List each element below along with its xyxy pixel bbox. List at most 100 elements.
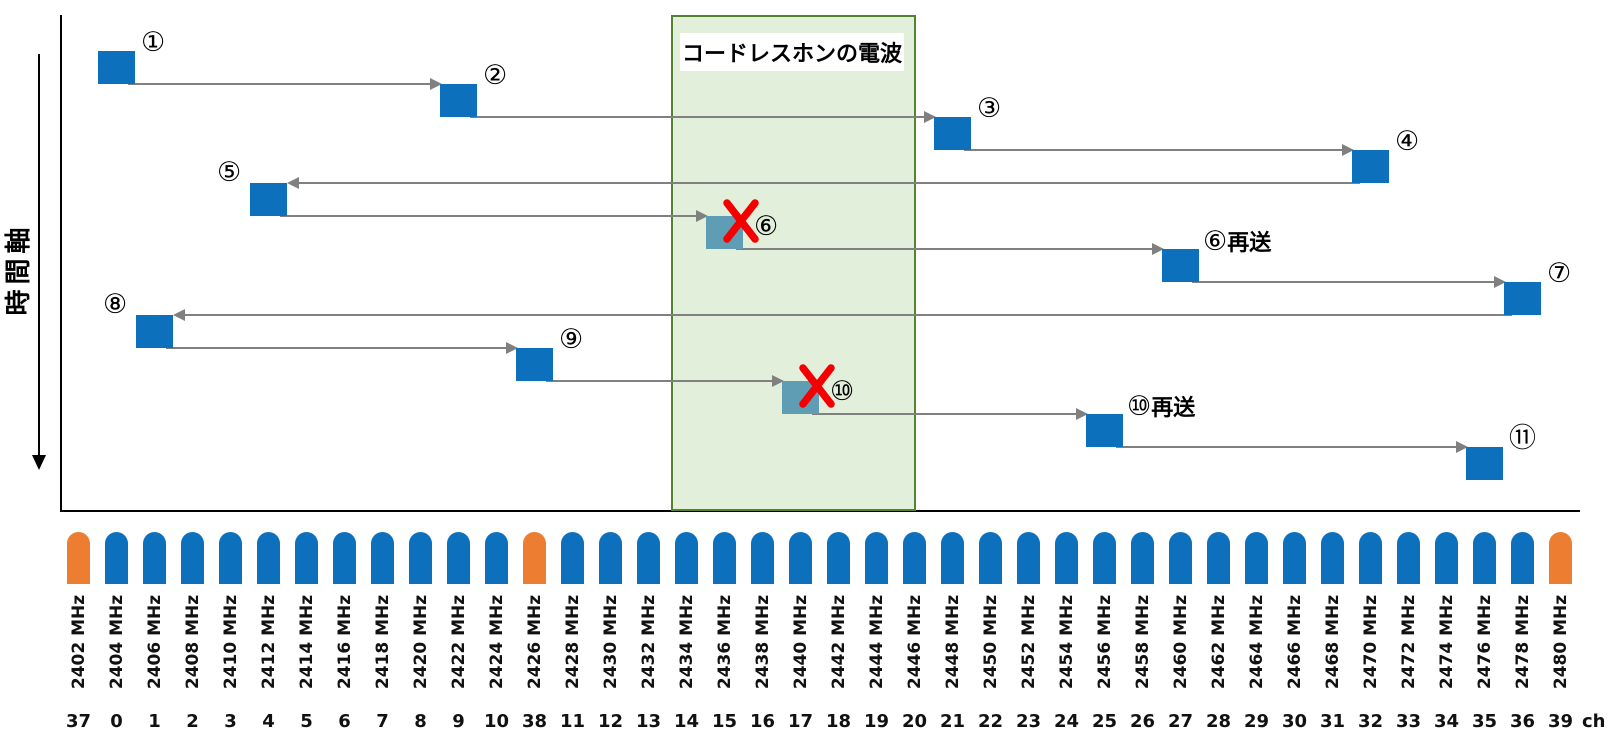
channel-bar-2418 bbox=[371, 532, 394, 584]
channel-number-label: 16 bbox=[749, 711, 776, 732]
hop-square-1 bbox=[98, 51, 135, 84]
hop-arrow-head bbox=[1456, 441, 1468, 453]
channel-freq-label: 2432 MHz bbox=[638, 594, 659, 690]
channel-freq-label: 2434 MHz bbox=[676, 594, 697, 690]
channel-number-label: 2 bbox=[186, 711, 199, 732]
time-axis-line bbox=[38, 54, 40, 456]
channel-number-label: 3 bbox=[224, 711, 237, 732]
channel-freq-label: 2476 MHz bbox=[1474, 594, 1495, 690]
channel-bar-2410 bbox=[219, 532, 242, 584]
hop-label-5: ⑤ bbox=[217, 157, 242, 188]
channel-bar-2480 bbox=[1549, 532, 1572, 584]
channel-bar-2476 bbox=[1473, 532, 1496, 584]
channel-number-label: 4 bbox=[262, 711, 275, 732]
hop-label-7: ⑦ bbox=[1547, 258, 1572, 289]
hop-label-4: ④ bbox=[1395, 126, 1420, 157]
channel-freq-label: 2404 MHz bbox=[106, 594, 127, 690]
hop-arrow-head bbox=[1494, 276, 1506, 288]
channel-number-label: 14 bbox=[673, 711, 700, 732]
channel-freq-label: 2422 MHz bbox=[448, 594, 469, 690]
channel-number-label: 34 bbox=[1433, 711, 1460, 732]
channel-number-label: 21 bbox=[939, 711, 966, 732]
channel-freq-label: 2408 MHz bbox=[182, 594, 203, 690]
hop-arrow-line bbox=[128, 83, 430, 85]
channel-number-label: 31 bbox=[1319, 711, 1346, 732]
channel-number-label: 32 bbox=[1357, 711, 1384, 732]
channel-bar-2428 bbox=[561, 532, 584, 584]
channel-freq-label: 2430 MHz bbox=[600, 594, 621, 690]
hop-arrow-line bbox=[1192, 281, 1494, 283]
channel-number-label: 9 bbox=[452, 711, 465, 732]
hop-square-2 bbox=[440, 84, 477, 117]
channel-bar-2452 bbox=[1017, 532, 1040, 584]
plot-left-border bbox=[60, 15, 62, 511]
channel-number-label: 39 bbox=[1547, 711, 1574, 732]
hop-arrow-line bbox=[280, 215, 696, 217]
channel-bar-2422 bbox=[447, 532, 470, 584]
channel-bar-2462 bbox=[1207, 532, 1230, 584]
hop-number-glyph: ⑥ bbox=[1203, 226, 1228, 257]
channel-freq-label: 2438 MHz bbox=[752, 594, 773, 690]
channel-freq-label: 2444 MHz bbox=[866, 594, 887, 690]
channel-freq-label: 2416 MHz bbox=[334, 594, 355, 690]
channel-freq-label: 2412 MHz bbox=[258, 594, 279, 690]
channel-freq-label: 2478 MHz bbox=[1512, 594, 1533, 690]
channel-freq-label: 2474 MHz bbox=[1436, 594, 1457, 690]
channel-number-label: 22 bbox=[977, 711, 1004, 732]
hop-label-10-resend: ⑩再送 bbox=[1127, 392, 1195, 421]
channel-freq-label: 2420 MHz bbox=[410, 594, 431, 690]
hop-label-1: ① bbox=[141, 27, 166, 58]
channel-bar-2444 bbox=[865, 532, 888, 584]
channel-bar-2438 bbox=[751, 532, 774, 584]
channel-freq-label: 2446 MHz bbox=[904, 594, 925, 690]
channel-freq-label: 2442 MHz bbox=[828, 594, 849, 690]
channel-bar-2474 bbox=[1435, 532, 1458, 584]
channel-bar-2442 bbox=[827, 532, 850, 584]
hop-arrow-head bbox=[1152, 243, 1164, 255]
channel-bar-2406 bbox=[143, 532, 166, 584]
channel-freq-label: 2460 MHz bbox=[1170, 594, 1191, 690]
channel-freq-label: 2472 MHz bbox=[1398, 594, 1419, 690]
channel-number-label: 10 bbox=[483, 711, 510, 732]
hop-square-11 bbox=[1466, 447, 1503, 480]
hop-square-10-resend bbox=[1086, 414, 1123, 447]
channel-number-label: 17 bbox=[787, 711, 814, 732]
channel-number-label: 28 bbox=[1205, 711, 1232, 732]
channel-freq-label: 2454 MHz bbox=[1056, 594, 1077, 690]
channel-freq-label: 2458 MHz bbox=[1132, 594, 1153, 690]
channel-bar-2450 bbox=[979, 532, 1002, 584]
channel-bar-2454 bbox=[1055, 532, 1078, 584]
channel-bar-2468 bbox=[1321, 532, 1344, 584]
channel-bar-2478 bbox=[1511, 532, 1534, 584]
channel-number-label: 36 bbox=[1509, 711, 1536, 732]
channel-number-label: 12 bbox=[597, 711, 624, 732]
hop-resend-text: 再送 bbox=[1227, 231, 1272, 256]
channel-bar-2404 bbox=[105, 532, 128, 584]
channel-number-label: 26 bbox=[1129, 711, 1156, 732]
channel-number-label: 6 bbox=[338, 711, 351, 732]
hop-arrow-head bbox=[1342, 144, 1354, 156]
channel-bar-2434 bbox=[675, 532, 698, 584]
time-axis-arrowhead-icon bbox=[32, 455, 46, 470]
hop-arrow-head bbox=[287, 177, 299, 189]
channel-bar-2456 bbox=[1093, 532, 1116, 584]
hop-label-2: ② bbox=[483, 60, 508, 91]
channel-number-label: 15 bbox=[711, 711, 738, 732]
channel-freq-label: 2402 MHz bbox=[68, 594, 89, 690]
hop-square-5 bbox=[250, 183, 287, 216]
channel-bar-2460 bbox=[1169, 532, 1192, 584]
channel-number-label: 1 bbox=[148, 711, 161, 732]
channel-number-label: 38 bbox=[521, 711, 548, 732]
channel-freq-label: 2452 MHz bbox=[1018, 594, 1039, 690]
channel-freq-label: 2406 MHz bbox=[144, 594, 165, 690]
channel-bar-2436 bbox=[713, 532, 736, 584]
hop-arrow-line bbox=[166, 347, 506, 349]
channel-freq-label: 2462 MHz bbox=[1208, 594, 1229, 690]
channel-unit-label: ch bbox=[1582, 711, 1606, 732]
hop-label-8: ⑧ bbox=[103, 289, 128, 320]
channel-bar-2464 bbox=[1245, 532, 1268, 584]
channel-freq-label: 2418 MHz bbox=[372, 594, 393, 690]
channel-freq-label: 2464 MHz bbox=[1246, 594, 1267, 690]
hop-arrow-head bbox=[924, 111, 936, 123]
